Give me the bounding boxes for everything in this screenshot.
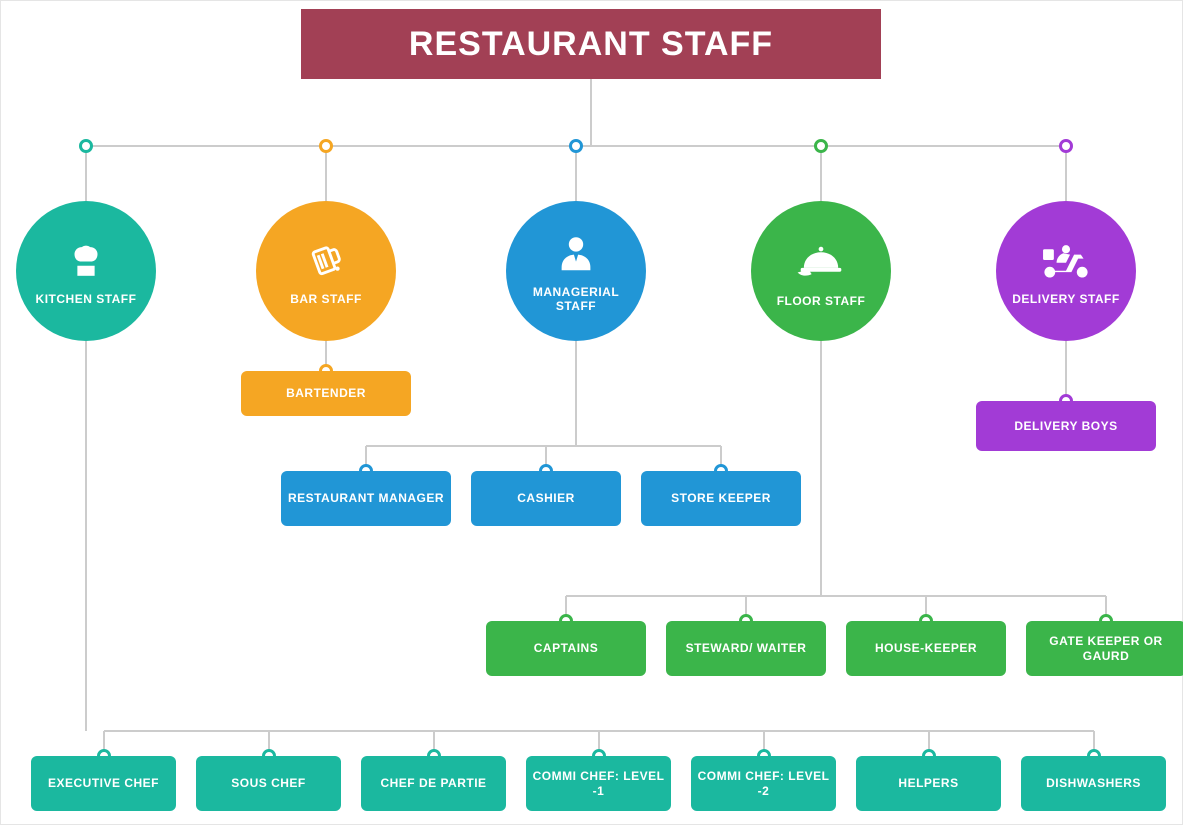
role-box: EXECUTIVE CHEF [31,756,176,811]
connector-line [85,146,87,201]
role-label: RESTAURANT MANAGER [288,491,444,506]
role-label: COMMI CHEF: LEVEL -2 [697,769,830,799]
role-box: GATE KEEPER OR GAURD [1026,621,1183,676]
role-box: SOUS CHEF [196,756,341,811]
department-label: MANAGERIAL STAFF [506,285,646,313]
connector-line [366,445,721,447]
role-label: BARTENDER [286,386,366,401]
chart-title: RESTAURANT STAFF [301,9,881,79]
connector-dot [319,139,333,153]
connector-line [575,146,577,201]
connector-line [590,79,592,146]
role-label: HOUSE-KEEPER [875,641,977,656]
role-label: STORE KEEPER [671,491,771,506]
role-box: CAPTAINS [486,621,646,676]
role-label: HELPERS [898,776,958,791]
cloche-icon [796,235,846,285]
connector-dot [569,139,583,153]
role-label: SOUS CHEF [231,776,306,791]
role-box: COMMI CHEF: LEVEL -2 [691,756,836,811]
scooter-icon [1039,237,1093,283]
role-box: COMMI CHEF: LEVEL -1 [526,756,671,811]
manager-icon [553,230,599,279]
role-label: EXECUTIVE CHEF [48,776,159,791]
connector-line [1065,341,1067,401]
role-box: CASHIER [471,471,621,526]
connector-line [820,341,822,596]
role-box: HELPERS [856,756,1001,811]
beer-mug-icon [303,237,349,286]
connector-line [1065,146,1067,201]
connector-line [85,341,87,731]
scooter-icon [1039,237,1093,286]
role-box: STORE KEEPER [641,471,801,526]
role-label: CAPTAINS [534,641,598,656]
connector-line [566,595,1106,597]
role-box: RESTAURANT MANAGER [281,471,451,526]
department-label: DELIVERY STAFF [1004,292,1127,306]
connector-line [325,146,327,201]
department-label: BAR STAFF [282,292,370,306]
connector-line [575,341,577,446]
connector-line [820,146,822,201]
role-box: DISHWASHERS [1021,756,1166,811]
department-bar: BAR STAFF [256,201,396,341]
department-label: FLOOR STAFF [769,294,874,308]
department-managerial: MANAGERIAL STAFF [506,201,646,341]
connector-dot [1059,139,1073,153]
role-box: BARTENDER [241,371,411,416]
department-kitchen: KITCHEN STAFF [16,201,156,341]
role-label: STEWARD/ WAITER [686,641,807,656]
department-label: KITCHEN STAFF [28,292,145,306]
connector-dot [814,139,828,153]
role-label: DISHWASHERS [1046,776,1141,791]
role-box: STEWARD/ WAITER [666,621,826,676]
chef-hat-icon [63,237,109,286]
connector-dot [79,139,93,153]
role-box: DELIVERY BOYS [976,401,1156,451]
role-label: DELIVERY BOYS [1014,419,1117,434]
role-box: CHEF DE PARTIE [361,756,506,811]
department-floor: FLOOR STAFF [751,201,891,341]
role-label: CASHIER [517,491,575,506]
role-label: GATE KEEPER OR GAURD [1032,634,1180,664]
department-delivery: DELIVERY STAFF [996,201,1136,341]
chef-hat-icon [63,237,109,283]
role-label: COMMI CHEF: LEVEL -1 [532,769,665,799]
role-box: HOUSE-KEEPER [846,621,1006,676]
manager-icon [553,230,599,276]
role-label: CHEF DE PARTIE [380,776,486,791]
cloche-icon [796,235,846,288]
chart-title-text: RESTAURANT STAFF [409,25,773,64]
beer-mug-icon [303,237,349,283]
